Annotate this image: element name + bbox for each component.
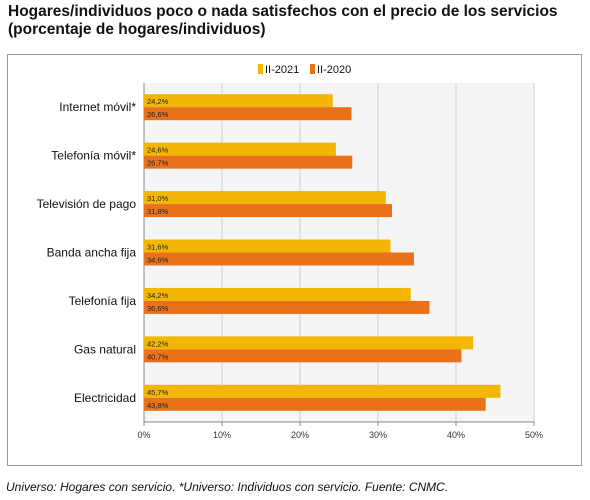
category-label: Televisión de pago bbox=[37, 197, 137, 211]
bar-value-label: 40,7% bbox=[147, 352, 169, 361]
x-tick-label: 40% bbox=[447, 430, 465, 440]
bar bbox=[144, 204, 393, 218]
bar-value-label: 31,6% bbox=[147, 243, 169, 252]
bar bbox=[144, 191, 386, 205]
bar bbox=[144, 300, 430, 314]
bar bbox=[144, 336, 474, 350]
bar-value-label: 31,0% bbox=[147, 194, 169, 203]
bar bbox=[144, 349, 462, 363]
legend-swatch bbox=[310, 64, 315, 74]
footnote: Universo: Hogares con servicio. *Univers… bbox=[6, 480, 449, 494]
legend-label: II-2021 bbox=[265, 64, 299, 76]
x-tick-label: 0% bbox=[137, 430, 150, 440]
bar bbox=[144, 107, 352, 121]
bar-value-label: 24,2% bbox=[147, 97, 169, 106]
chart-title-line-1: Hogares/individuos poco o nada satisfech… bbox=[8, 3, 558, 20]
x-tick-label: 30% bbox=[369, 430, 387, 440]
bar bbox=[144, 142, 336, 156]
bar-value-label: 26,7% bbox=[147, 159, 169, 168]
x-tick-label: 50% bbox=[525, 430, 543, 440]
bar bbox=[144, 94, 333, 108]
chart-title-line-2: (porcentaje de hogares/individuos) bbox=[8, 21, 266, 38]
bar-value-label: 34,2% bbox=[147, 291, 169, 300]
category-label: Internet móvil* bbox=[59, 100, 136, 114]
bar-value-label: 36,6% bbox=[147, 304, 169, 313]
bar-value-label: 42,2% bbox=[147, 339, 169, 348]
x-tick-label: 10% bbox=[213, 430, 231, 440]
category-label: Telefonía móvil* bbox=[51, 149, 136, 163]
category-label: Telefonía fija bbox=[69, 294, 137, 308]
bar-value-label: 24,6% bbox=[147, 146, 169, 155]
bar-value-label: 26,6% bbox=[147, 110, 169, 119]
legend-label: II-2020 bbox=[317, 64, 351, 76]
bar-value-label: 45,7% bbox=[147, 388, 169, 397]
legend-swatch bbox=[258, 64, 263, 74]
bar-value-label: 43,8% bbox=[147, 401, 169, 410]
bar bbox=[144, 252, 414, 266]
bar bbox=[144, 239, 391, 253]
bar bbox=[144, 287, 411, 301]
category-label: Banda ancha fija bbox=[47, 246, 137, 260]
category-label: Electricidad bbox=[74, 391, 136, 405]
bar-value-label: 34,6% bbox=[147, 256, 169, 265]
bar bbox=[144, 155, 353, 169]
bar bbox=[144, 384, 501, 398]
bar bbox=[144, 397, 486, 411]
x-tick-label: 20% bbox=[291, 430, 309, 440]
category-label: Gas natural bbox=[74, 342, 136, 356]
bar-value-label: 31,8% bbox=[147, 207, 169, 216]
chart-title: Hogares/individuos poco o nada satisfech… bbox=[8, 3, 586, 39]
